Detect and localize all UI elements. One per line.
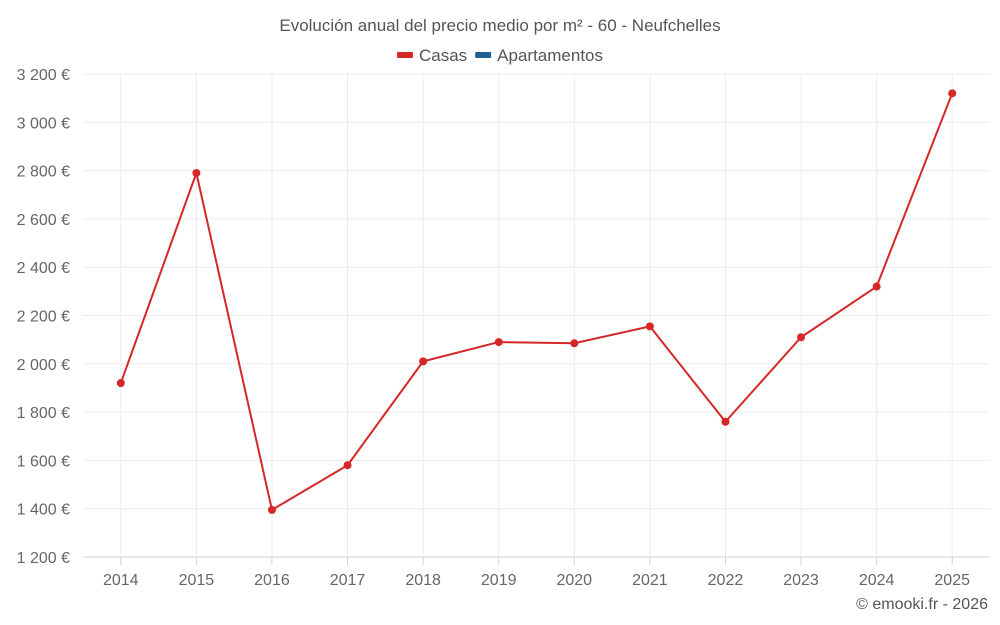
y-tick-label: 1 600 € [17, 453, 70, 470]
grid [83, 73, 990, 558]
data-point [872, 282, 881, 291]
x-tick-label: 2016 [254, 572, 290, 589]
legend-swatch-apartamentos [475, 52, 492, 58]
data-point [570, 339, 579, 348]
y-tick-label: 2 000 € [17, 357, 70, 374]
data-point [267, 505, 276, 514]
legend-label: Apartamentos [497, 46, 603, 65]
x-tick-label: 2021 [632, 572, 668, 589]
data-point [116, 379, 125, 388]
y-tick-label: 1 400 € [17, 502, 70, 519]
y-tick-label: 3 200 € [17, 67, 70, 84]
credit-text: © emooki.fr - 2026 [856, 596, 988, 613]
y-tick-label: 2 800 € [17, 164, 70, 181]
legend-label: Casas [419, 46, 467, 65]
x-tick-label: 2018 [405, 572, 441, 589]
x-tick-label: 2022 [708, 572, 744, 589]
data-point [343, 461, 352, 470]
x-tick-label: 2019 [481, 572, 517, 589]
data-point [419, 357, 428, 366]
data-point [948, 89, 957, 98]
x-tick-label: 2023 [783, 572, 819, 589]
chart-title: Evolución anual del precio medio por m² … [279, 16, 720, 35]
x-tick-label: 2020 [556, 572, 592, 589]
x-tick-label: 2025 [934, 572, 970, 589]
x-axis: 2014 2015 2016 2017 2018 2019 2020 2021 2022 2023… [103, 557, 970, 589]
y-tick-label: 1 800 € [17, 405, 70, 422]
data-point [797, 333, 806, 342]
data-point [721, 417, 730, 426]
y-axis: 1 200 € 1 400 € 1 600 € 1 800 € 2 000 € 2 200… [17, 67, 70, 567]
data-point [645, 322, 654, 331]
data-point [494, 338, 503, 347]
y-tick-label: 2 600 € [17, 212, 70, 229]
series-layer [116, 89, 957, 514]
x-tick-label: 2024 [859, 572, 895, 589]
y-tick-label: 2 200 € [17, 309, 70, 326]
y-tick-label: 2 400 € [17, 260, 70, 277]
legend-swatch-casas [396, 52, 413, 58]
x-tick-label: 2017 [330, 572, 366, 589]
x-tick-label: 2015 [179, 572, 215, 589]
series-line-casas [119, 92, 954, 511]
x-tick-label: 2014 [103, 572, 139, 589]
y-tick-label: 1 200 € [17, 550, 70, 567]
legend: Casas Apartamentos [396, 46, 603, 65]
y-tick-label: 3 000 € [17, 115, 70, 132]
data-point [192, 169, 201, 178]
